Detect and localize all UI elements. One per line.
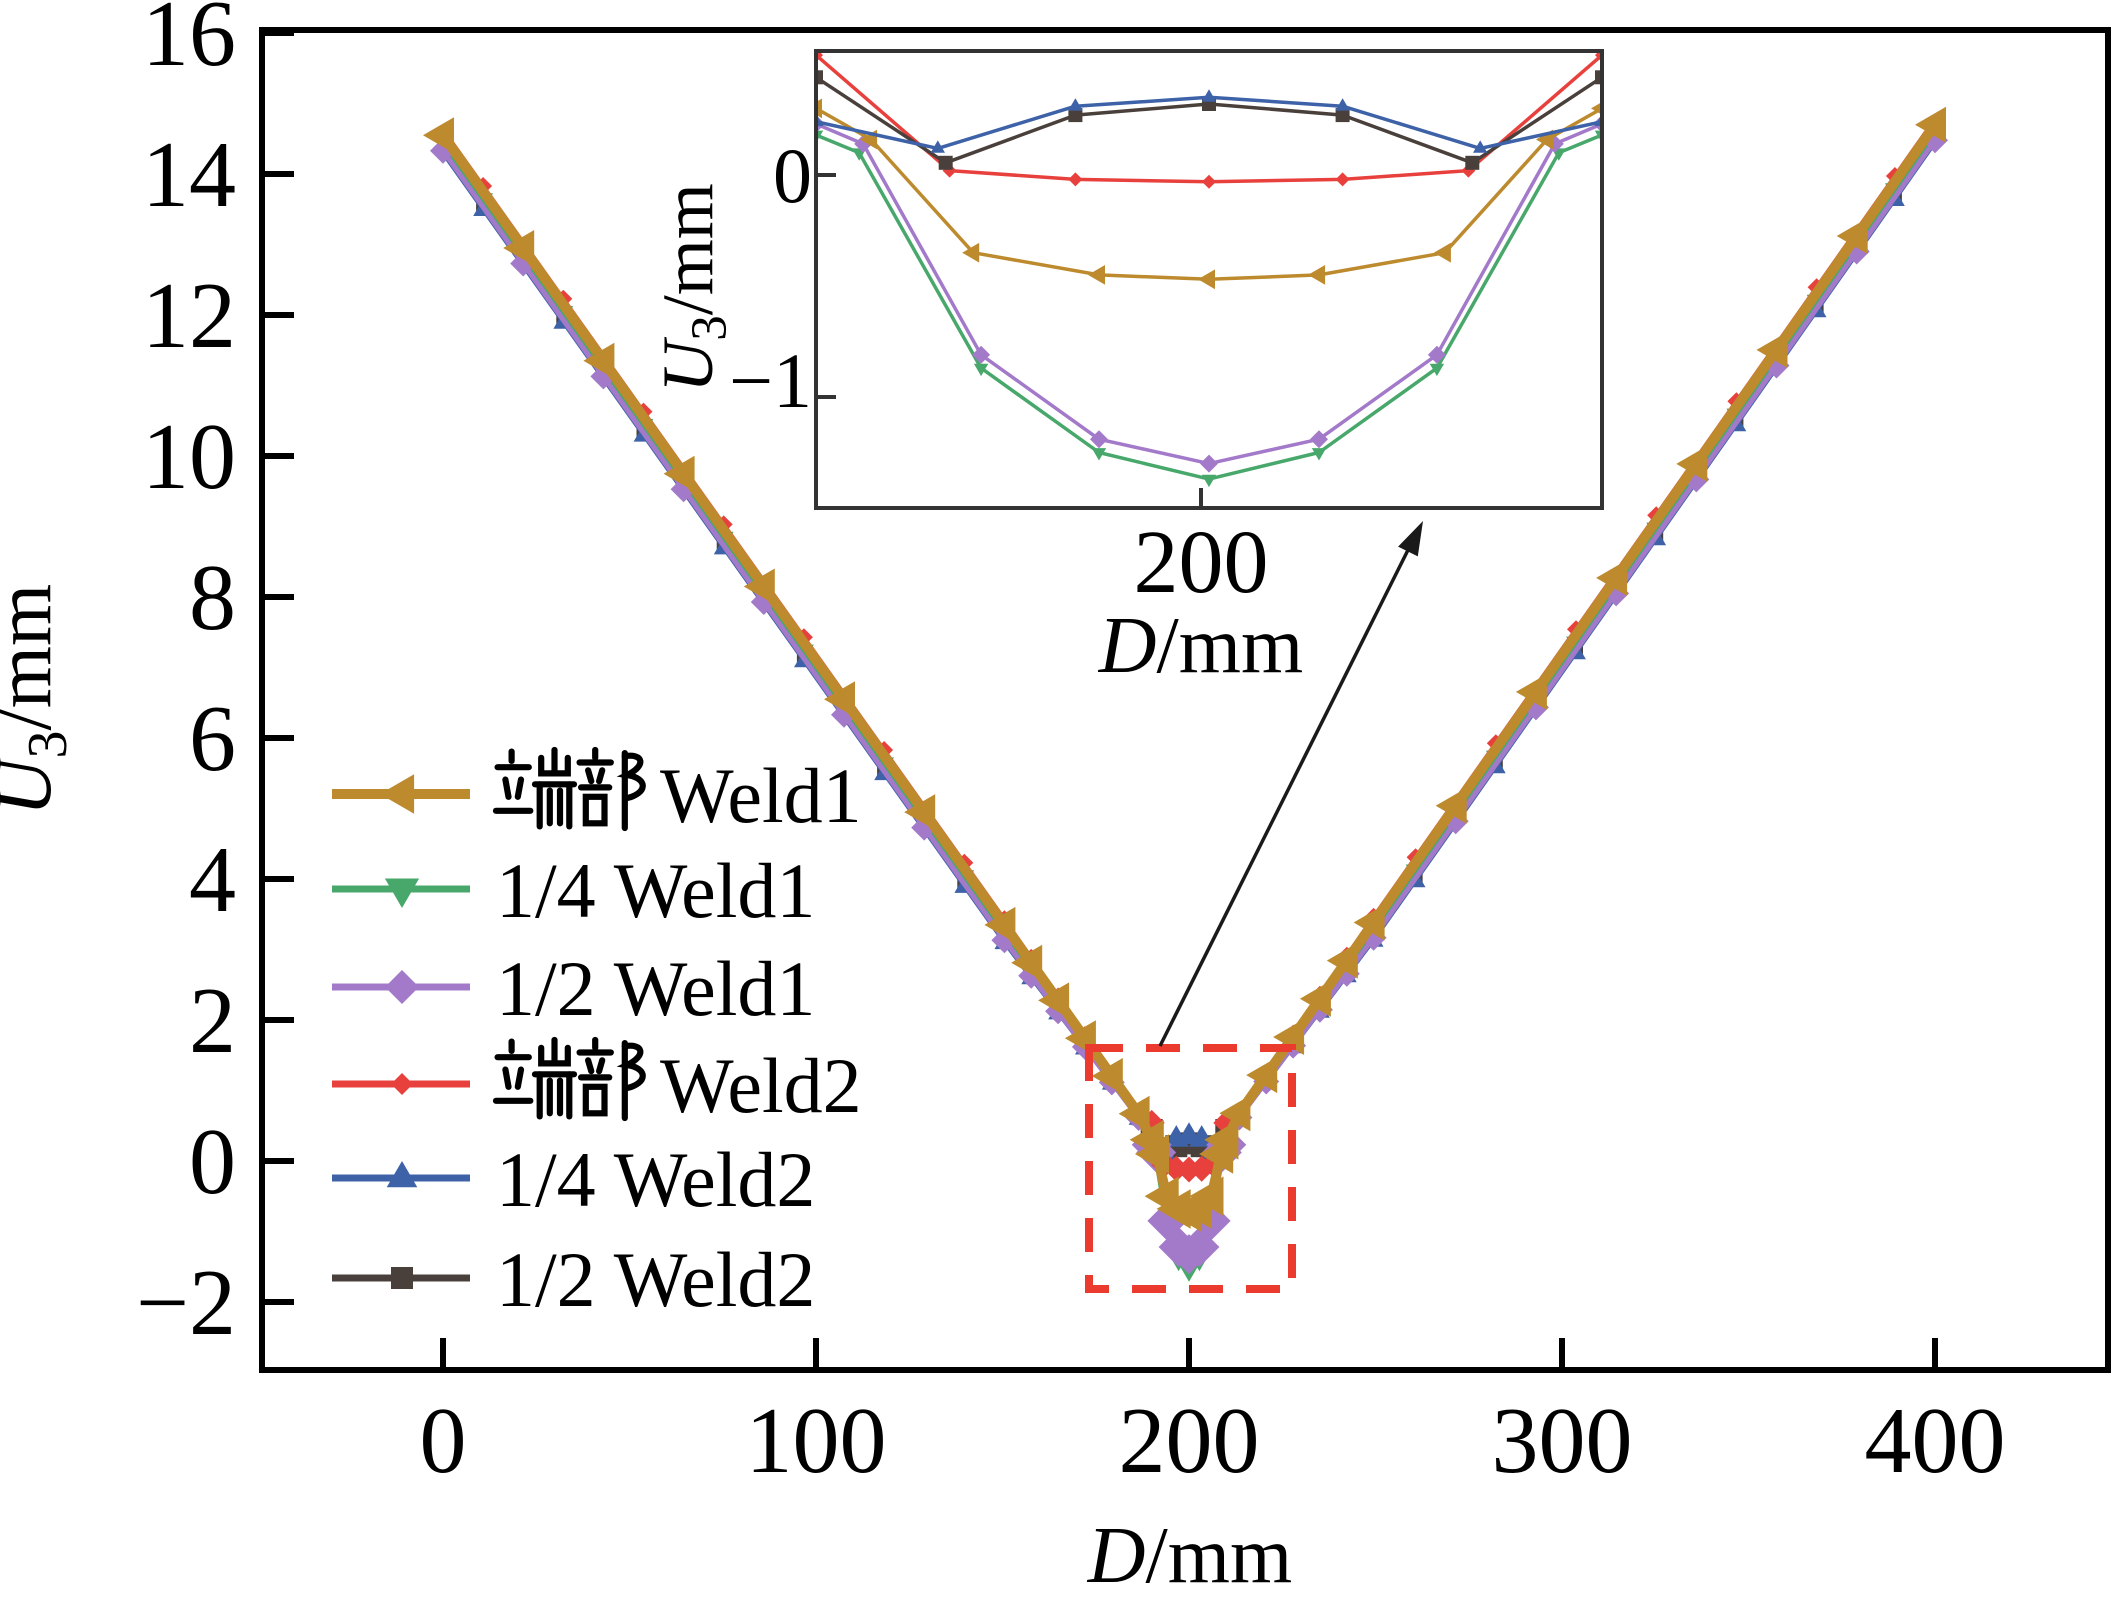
svg-text:12: 12	[142, 264, 236, 368]
svg-text:1/4 Weld1: 1/4 Weld1	[496, 847, 815, 934]
svg-text:U3/mm: U3/mm	[648, 183, 738, 393]
svg-text:100: 100	[746, 1389, 887, 1493]
svg-text:0: 0	[420, 1389, 467, 1493]
svg-text:200: 200	[1119, 1389, 1260, 1493]
svg-text:14: 14	[142, 123, 236, 227]
svg-text:−1: −1	[729, 337, 812, 424]
svg-text:1/4 Weld2: 1/4 Weld2	[496, 1136, 815, 1223]
svg-text:10: 10	[142, 405, 236, 509]
svg-text:4: 4	[189, 828, 236, 932]
svg-text:400: 400	[1865, 1389, 2006, 1493]
svg-text:200: 200	[1134, 513, 1269, 612]
svg-text:1/2 Weld1: 1/2 Weld1	[496, 945, 815, 1032]
svg-text:1/2 Weld2: 1/2 Weld2	[496, 1236, 815, 1323]
svg-text:8: 8	[189, 546, 236, 650]
svg-text:16: 16	[142, 0, 236, 86]
svg-text:Weld1: Weld1	[660, 752, 862, 839]
svg-text:−2: −2	[136, 1251, 236, 1355]
svg-text:D/mm: D/mm	[1098, 602, 1303, 690]
svg-text:0: 0	[189, 1110, 236, 1214]
svg-text:6: 6	[189, 687, 236, 791]
svg-text:2: 2	[189, 969, 236, 1073]
svg-text:D/mm: D/mm	[1087, 1512, 1292, 1595]
svg-text:U3/mm: U3/mm	[0, 584, 79, 816]
svg-text:Weld2: Weld2	[660, 1042, 862, 1129]
svg-text:0: 0	[773, 132, 812, 219]
svg-text:300: 300	[1492, 1389, 1633, 1493]
